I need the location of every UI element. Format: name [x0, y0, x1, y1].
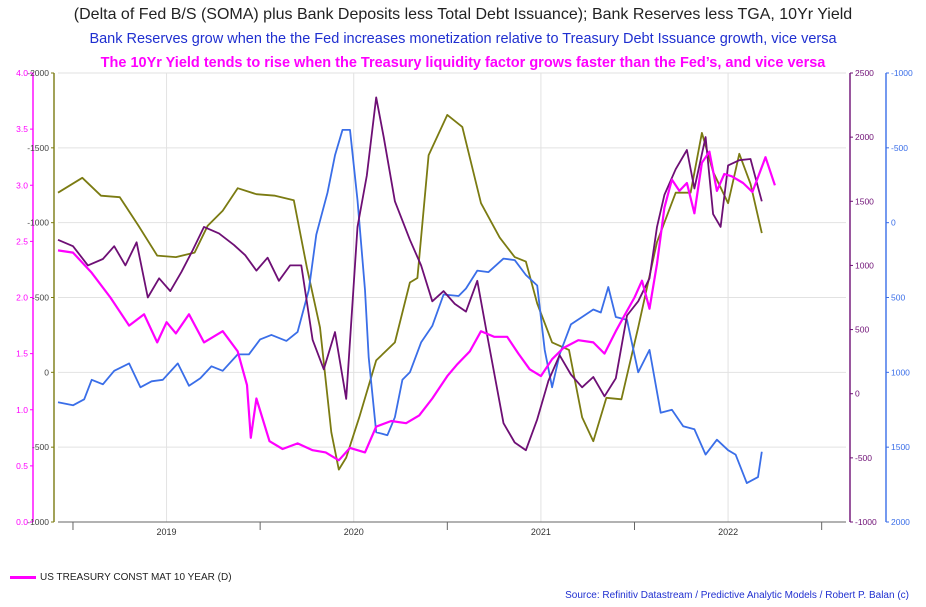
x-tick-label: 2020	[344, 527, 364, 537]
olive-axis-label: -500	[32, 442, 49, 452]
series-line-purple	[57, 96, 763, 452]
chart-subtitle-magenta: The 10Yr Yield tends to rise when the Tr…	[100, 55, 826, 71]
blue-axis-label: -500	[891, 143, 908, 153]
purple-axis-label: 500	[855, 325, 869, 335]
chart-title: (Delta of Fed B/S (SOMA) plus Bank Depos…	[73, 6, 853, 23]
yield-axis-label: 0.5	[16, 461, 28, 471]
x-tick-label: 2019	[157, 527, 177, 537]
yield-axis-label: 2.0	[16, 293, 28, 303]
legend-swatch	[10, 576, 36, 579]
legend-label: US TREASURY CONST MAT 10 YEAR (D)	[40, 572, 232, 583]
legend: US TREASURY CONST MAT 10 YEAR (D)	[10, 572, 232, 583]
purple-axis-label: 1500	[855, 196, 874, 206]
olive-axis-label: 0	[44, 367, 49, 377]
olive-axis-label: -1000	[27, 517, 49, 527]
blue-axis-label: 2000	[891, 517, 910, 527]
x-tick-label: 2022	[718, 527, 738, 537]
olive-axis-label: -500	[32, 293, 49, 303]
purple-axis-label: -1000	[855, 517, 877, 527]
x-tick-label: 2021	[531, 527, 551, 537]
olive-axis-label: -1000	[27, 218, 49, 228]
yield-axis-label: 1.0	[16, 405, 28, 415]
yield-axis-label: 0.0	[16, 517, 28, 527]
blue-axis-label: 1000	[891, 367, 910, 377]
olive-axis-label: -2000	[27, 68, 49, 78]
blue-axis-label: -1000	[891, 68, 913, 78]
purple-axis-label: 2500	[855, 68, 874, 78]
blue-axis-label: 0	[891, 218, 896, 228]
yield-axis-label: 4.0	[16, 68, 28, 78]
olive-axis-label: -1500	[27, 143, 49, 153]
yield-axis-label: 2.5	[16, 236, 28, 246]
chart-subtitle-blue: Bank Reserves grow when the the Fed incr…	[89, 31, 837, 47]
blue-axis-label: 500	[891, 293, 905, 303]
source-note: Source: Refinitiv Datastream / Predictiv…	[565, 590, 909, 601]
series-line-yield	[57, 150, 776, 462]
purple-axis-label: 2000	[855, 132, 874, 142]
purple-axis-label: 1000	[855, 260, 874, 270]
blue-axis-label: 1500	[891, 442, 910, 452]
yield-axis-label: 3.0	[16, 180, 28, 190]
series-line-olive	[57, 114, 763, 471]
yield-axis-label: 1.5	[16, 349, 28, 359]
yield-axis-label: 3.5	[16, 124, 28, 134]
series-line-blue	[57, 128, 763, 485]
purple-axis-label: 0	[855, 389, 860, 399]
purple-axis-label: -500	[855, 453, 872, 463]
